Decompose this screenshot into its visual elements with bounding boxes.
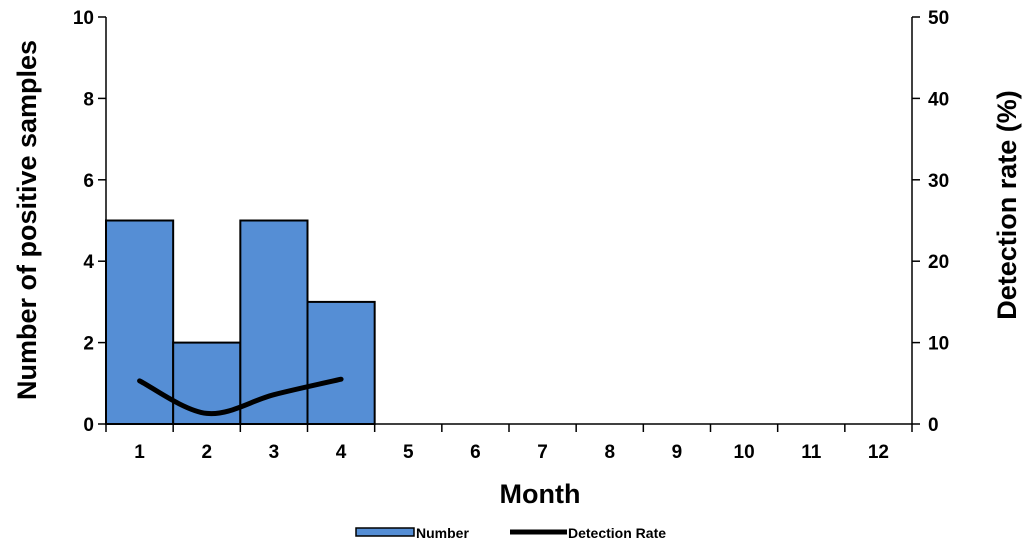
line-group (137, 376, 344, 417)
x-tick-label: 6 (470, 442, 481, 463)
y-tick-label: 10 (73, 8, 94, 29)
x-tick-label: 2 (201, 442, 212, 463)
x-tick-label: 8 (604, 442, 615, 463)
y2-tick-label: 40 (928, 89, 949, 110)
x-tick-label: 7 (537, 442, 548, 463)
x-tick-label: 4 (336, 442, 347, 463)
legend-swatch-number (355, 527, 415, 537)
x-axis-title: Month (500, 479, 581, 509)
y-tick-label: 8 (83, 89, 94, 110)
y-tick-label: 4 (83, 252, 94, 273)
legend-label-detection-rate: Detection Rate (568, 525, 666, 541)
y2-tick-label: 20 (928, 252, 949, 273)
legend-label-number: Number (416, 525, 469, 541)
bar-month-4 (306, 300, 376, 425)
bar-month-1 (105, 219, 175, 425)
x-tick-label: 10 (734, 442, 755, 463)
y2-tick-label: 50 (928, 8, 949, 29)
x-tick-label: 1 (134, 442, 145, 463)
y2-axis-title: Detection rate (%) (992, 90, 1022, 320)
legend: Number Detection Rate (355, 525, 666, 541)
y-tick-label: 6 (83, 171, 94, 192)
x-tick-label: 12 (868, 442, 889, 463)
y2-tick-label: 0 (928, 415, 939, 436)
x-tick-label: 9 (672, 442, 683, 463)
y2-tick-label: 30 (928, 171, 949, 192)
y-tick-label: 2 (83, 334, 94, 355)
y2-tick-label: 10 (928, 334, 949, 355)
x-tick-label: 5 (403, 442, 414, 463)
x-tick-label: 3 (269, 442, 280, 463)
y-tick-label: 0 (83, 415, 94, 436)
y-axis-title: Number of positive samples (12, 40, 42, 400)
x-tick-label: 11 (801, 442, 822, 463)
bars-group (105, 219, 376, 426)
detection-rate-line (137, 376, 344, 417)
